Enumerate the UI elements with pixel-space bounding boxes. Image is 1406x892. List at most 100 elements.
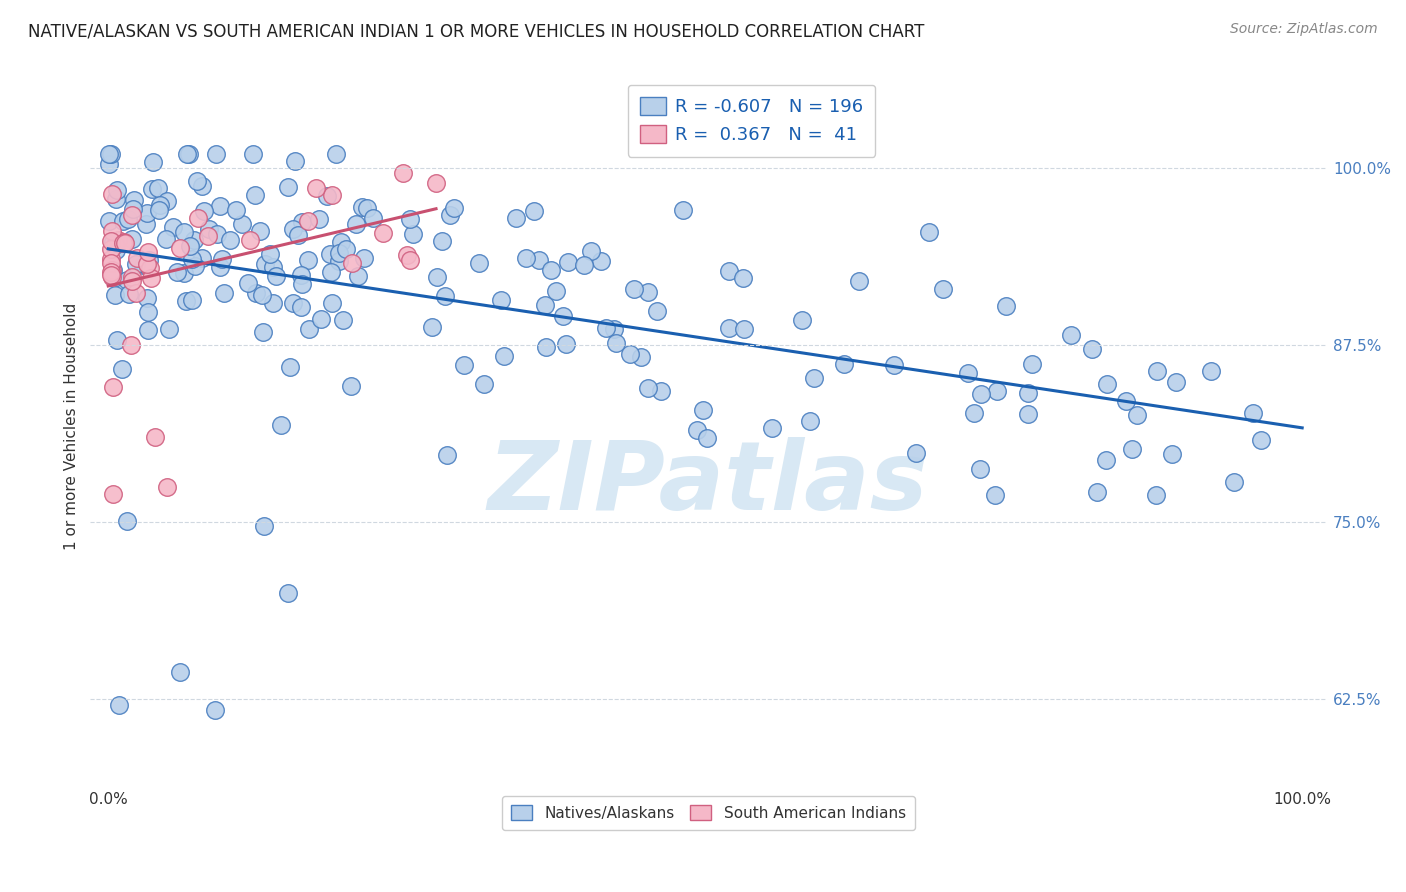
Point [630,351,652,365]
Point [100,252,122,267]
Point [340,256,363,270]
Point [623,282,645,296]
Point [183,233,205,247]
Point [718,264,741,278]
Point [603,322,626,336]
Point [353,251,375,265]
Point [100,268,122,283]
Point [970,387,993,401]
Point [111,362,134,376]
Point [505,211,527,226]
Point [650,384,672,398]
Point [917,226,939,240]
Point [219,233,242,247]
Point [298,322,321,336]
Point [396,248,419,262]
Point [100,265,122,279]
Point [148,203,170,218]
Point [304,181,326,195]
Point [467,256,489,270]
Point [117,514,139,528]
Point [231,217,253,231]
Point [443,201,465,215]
Point [136,322,159,336]
Point [1017,407,1039,421]
Point [1017,386,1039,401]
Point [181,252,204,266]
Point [430,234,453,248]
Point [436,448,458,462]
Point [803,370,825,384]
Point [1160,447,1182,461]
Point [197,221,219,235]
Point [904,446,927,460]
Point [125,286,148,301]
Point [108,698,131,713]
Point [534,340,557,354]
Point [243,187,266,202]
Point [138,252,160,267]
Point [297,213,319,227]
Point [595,321,617,335]
Point [790,313,813,327]
Point [197,228,219,243]
Point [101,262,124,277]
Point [156,479,179,493]
Point [453,359,475,373]
Point [332,313,354,327]
Point [103,486,125,500]
Point [174,294,197,309]
Point [637,285,659,299]
Point [308,212,330,227]
Point [101,224,124,238]
Point [579,244,602,259]
Point [494,349,516,363]
Point [733,322,755,336]
Point [557,254,579,268]
Point [122,193,145,207]
Point [1144,488,1167,502]
Point [692,402,714,417]
Point [209,199,232,213]
Point [434,289,457,303]
Point [291,277,314,291]
Point [254,257,277,271]
Point [249,224,271,238]
Point [132,257,155,271]
Point [104,238,127,252]
Point [115,273,138,287]
Point [101,270,124,285]
Point [262,296,284,310]
Point [252,325,274,339]
Point [1121,442,1143,457]
Point [986,384,1008,399]
Point [136,245,159,260]
Point [121,274,143,288]
Point [402,227,425,241]
Point [259,247,281,261]
Point [142,154,165,169]
Point [540,262,562,277]
Point [1095,377,1118,392]
Point [100,243,122,257]
Point [191,251,214,265]
Point [1094,453,1116,467]
Point [392,166,415,180]
Point [832,357,855,371]
Point [204,703,226,717]
Point [321,188,343,202]
Point [242,146,264,161]
Point [489,293,512,308]
Point [155,232,177,246]
Point [969,461,991,475]
Point [177,146,200,161]
Point [529,253,551,268]
Point [555,337,578,351]
Point [176,146,198,161]
Text: Source: ZipAtlas.com: Source: ZipAtlas.com [1230,22,1378,37]
Point [984,488,1007,502]
Point [645,303,668,318]
Point [340,379,363,393]
Point [533,298,555,312]
Point [207,227,229,241]
